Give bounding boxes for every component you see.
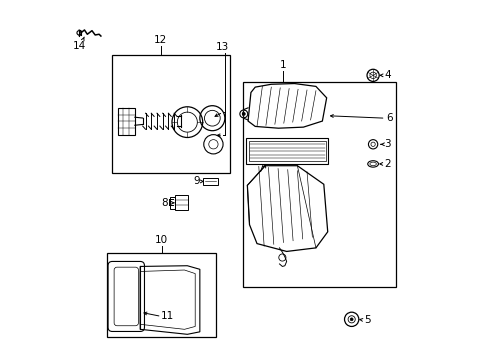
Bar bbox=[242, 82, 395, 287]
Text: 8: 8 bbox=[161, 198, 167, 208]
Text: 2: 2 bbox=[384, 159, 390, 169]
Bar bbox=[112, 55, 230, 173]
Text: 7: 7 bbox=[256, 164, 263, 174]
Text: 14: 14 bbox=[73, 41, 86, 51]
Circle shape bbox=[242, 112, 244, 115]
Circle shape bbox=[344, 312, 358, 327]
Circle shape bbox=[367, 140, 377, 149]
Text: 9: 9 bbox=[193, 176, 200, 186]
Bar bbox=[248, 141, 325, 161]
Text: 10: 10 bbox=[155, 235, 168, 245]
Circle shape bbox=[349, 318, 352, 321]
Text: 5: 5 bbox=[364, 315, 370, 325]
Bar bbox=[175, 195, 188, 210]
Bar bbox=[107, 253, 216, 337]
Text: 11: 11 bbox=[160, 311, 173, 321]
Bar bbox=[246, 138, 328, 164]
Text: 1: 1 bbox=[279, 60, 286, 70]
Text: 13: 13 bbox=[215, 42, 228, 53]
Bar bbox=[118, 108, 135, 135]
Bar bbox=[169, 197, 175, 208]
Text: 4: 4 bbox=[384, 70, 390, 80]
Circle shape bbox=[278, 254, 285, 261]
Circle shape bbox=[366, 69, 378, 81]
Text: 12: 12 bbox=[154, 35, 167, 45]
Text: 6: 6 bbox=[386, 113, 392, 123]
Circle shape bbox=[240, 110, 247, 118]
Text: 3: 3 bbox=[384, 139, 390, 149]
Bar bbox=[203, 178, 217, 185]
